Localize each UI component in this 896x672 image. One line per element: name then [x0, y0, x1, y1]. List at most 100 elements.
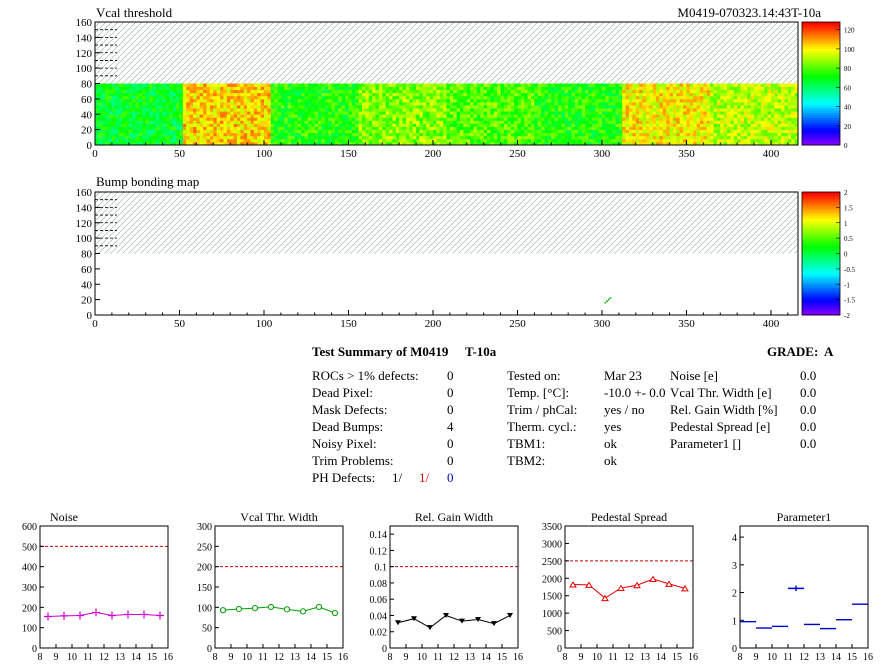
data-point	[788, 585, 804, 592]
y-tick-label: 100	[197, 603, 212, 614]
data-point	[507, 612, 513, 618]
gain-width-chart: Rel. Gain Width 8 9 10 11 12 13 14 15 16 0 0.02 0.04…	[370, 510, 524, 663]
colorbar-cell	[802, 228, 840, 232]
summary-value: 0	[447, 453, 454, 468]
colorbar-cell	[802, 305, 840, 309]
y-tick-label: 0	[87, 310, 93, 322]
colorbar-cell	[802, 83, 840, 87]
colorbar-cell	[802, 63, 840, 67]
x-tick-label: 13	[465, 652, 475, 663]
colorbar-cell	[802, 206, 840, 210]
colorbar-cell	[802, 241, 840, 245]
colorbar-tick-label: 0.5	[844, 235, 853, 243]
colorbar-cell	[802, 255, 840, 259]
data-point	[140, 610, 148, 619]
colorbar-cell	[802, 196, 840, 200]
colorbar-cell	[802, 44, 840, 48]
grade-label: GRADE:	[767, 344, 819, 359]
x-tick-label: 13	[290, 652, 300, 663]
x-tick-label: 14	[131, 652, 141, 663]
colorbar-cell	[802, 142, 840, 146]
y-tick-label: 40	[81, 279, 93, 291]
y-tick-label: 600	[22, 522, 37, 533]
data-point	[569, 581, 577, 588]
colorbar-cell	[802, 22, 840, 25]
colorbar-cell	[802, 233, 840, 237]
colorbar-cell	[802, 297, 840, 301]
colorbar-cell	[802, 85, 840, 89]
x-tick-label: 16	[863, 652, 873, 663]
colorbar-cell	[802, 98, 840, 102]
colorbar-cell	[802, 53, 840, 57]
colorbar-cell	[802, 108, 840, 112]
x-tick-label: 350	[678, 318, 695, 330]
x-tick-label: 8	[213, 652, 218, 663]
colorbar-tick-label: 20	[844, 123, 852, 131]
colorbar-cell	[802, 265, 840, 269]
colorbar-cell	[802, 76, 840, 80]
summary-value: -10.0 +- 0.0	[604, 385, 666, 400]
ph-defects-value-2: 1/	[419, 470, 430, 485]
colorbar-cell	[802, 214, 840, 218]
data-point	[459, 618, 465, 624]
x-tick-label: 150	[340, 318, 357, 330]
y-tick-label: 1	[732, 616, 737, 627]
summary-label: ROCs > 1% defects:	[312, 368, 419, 383]
colorbar-cell	[802, 49, 840, 53]
x-tick-label: 300	[594, 318, 611, 330]
x-tick-label: 12	[624, 652, 634, 663]
x-tick-label: 10	[592, 652, 602, 663]
ph-defects-value-3: 0	[447, 470, 454, 485]
data-point	[76, 611, 84, 620]
colorbar-cell	[802, 73, 840, 77]
x-tick-label: 16	[163, 652, 173, 663]
colorbar-cell	[802, 221, 840, 225]
data-point	[283, 606, 291, 613]
data-point	[491, 621, 497, 627]
x-tick-label: 15	[672, 652, 682, 663]
summary-label: Dead Pixel:	[312, 385, 374, 400]
x-tick-label: 16	[513, 652, 523, 663]
y-tick-label: 50	[202, 624, 212, 635]
y-tick-label: 400	[22, 563, 37, 574]
map-bottom-title: Bump bonding map	[96, 174, 200, 189]
y-tick-label: 80	[81, 249, 93, 261]
summary-label: Pedestal Spread [e]	[670, 419, 771, 434]
y-tick-label: 0.04	[370, 611, 388, 622]
data-point	[219, 607, 227, 614]
y-tick-label: 160	[76, 187, 93, 199]
y-tick-label: 100	[22, 624, 37, 635]
colorbar-cell	[802, 105, 840, 109]
x-tick-label: 15	[147, 652, 157, 663]
x-tick-label: 11	[258, 652, 268, 663]
x-tick-label: 12	[449, 652, 459, 663]
summary-label: Tested on:	[507, 368, 561, 383]
x-tick-label: 15	[497, 652, 507, 663]
x-tick-label: 11	[783, 652, 793, 663]
x-tick-label: 400	[763, 318, 780, 330]
colorbar-cell	[802, 132, 840, 136]
summary-value: 0	[447, 368, 454, 383]
x-tick-label: 14	[481, 652, 491, 663]
data-point	[44, 612, 52, 621]
data-point	[617, 584, 625, 592]
colorbar-cell	[802, 209, 840, 213]
colorbar-cell	[802, 258, 840, 262]
colorbar-cell	[802, 290, 840, 294]
bump-bonding-map: 0 50 100 150 200 250 300 350 4000204060801001201…	[76, 187, 856, 330]
colorbar-cell	[802, 31, 840, 35]
summary-label: Trim / phCal:	[507, 402, 578, 417]
colorbar-cell	[802, 66, 840, 70]
data-point	[156, 611, 164, 620]
data-point	[475, 617, 481, 623]
summary-label: Parameter1 []	[670, 436, 742, 451]
x-tick-label: 150	[340, 148, 357, 160]
x-tick-label: 12	[99, 652, 109, 663]
data-point	[665, 580, 673, 587]
map-top-title: Vcal threshold	[96, 5, 173, 20]
noise-chart: Noise 8 9 10 11 12 13 14 15 16 0 100 200 300 400 500 600	[22, 510, 173, 663]
colorbar-tick-label: 40	[844, 104, 852, 112]
colorbar-cell	[802, 130, 840, 134]
x-tick-label: 16	[338, 652, 348, 663]
colorbar-cell	[802, 34, 840, 38]
